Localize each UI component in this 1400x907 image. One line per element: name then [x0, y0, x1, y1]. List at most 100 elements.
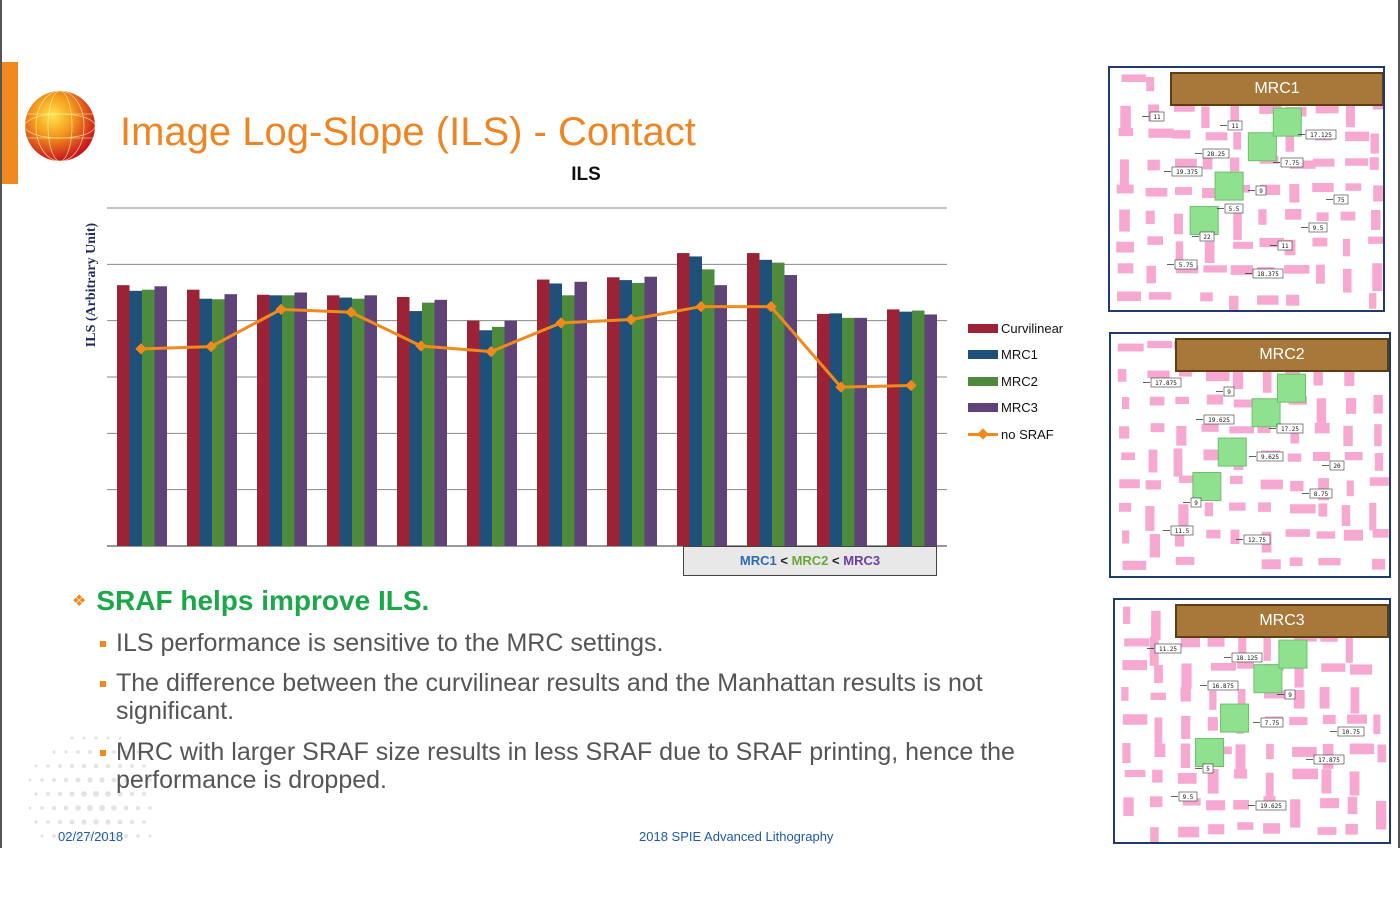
bar-curvilinear-5 — [397, 297, 410, 546]
deco-dot — [87, 805, 93, 811]
sraf-shape — [1121, 452, 1135, 461]
contact-1 — [1220, 703, 1250, 733]
dim-label: 9 — [1194, 500, 1198, 507]
sraf-shape — [1312, 182, 1334, 193]
deco-dot — [129, 791, 135, 797]
sub-bullet-2: The difference between the curvilinear r… — [100, 669, 1040, 725]
sraf-shape — [1373, 185, 1383, 202]
deco-dot — [40, 834, 44, 838]
bar-mrc1-6 — [479, 330, 492, 546]
line-no-sraf — [140, 305, 912, 389]
sraf-shape — [1177, 773, 1197, 784]
square-bullet-icon — [100, 641, 106, 647]
deco-dot — [93, 763, 99, 769]
sraf-shape — [1346, 398, 1357, 414]
bar-curvilinear-9 — [677, 253, 690, 547]
legend-item-no-sraf: no SRAF — [968, 421, 1063, 448]
deco-dot — [136, 750, 140, 754]
sraf-shape — [1180, 687, 1191, 702]
bar-mrc1-5 — [409, 311, 422, 546]
square-bullet-icon — [100, 750, 106, 756]
sraf-shape — [1206, 800, 1226, 811]
deco-dot — [87, 777, 93, 783]
sraf-shape — [1149, 534, 1161, 558]
sraf-shape — [1349, 743, 1375, 755]
sraf-shape — [1261, 559, 1281, 570]
dim-box — [1337, 726, 1365, 737]
bar-curvilinear-1 — [117, 285, 130, 546]
point-no-sraf-2 — [205, 340, 217, 353]
sraf-shape — [1285, 133, 1295, 152]
sraf-shape — [1321, 663, 1346, 672]
sraf-shape — [1149, 396, 1165, 406]
deco-dot — [117, 763, 123, 769]
point-no-sraf-1 — [135, 343, 147, 355]
contact-1 — [1217, 437, 1247, 467]
sraf-shape — [1148, 449, 1158, 473]
globe-logo-icon — [24, 90, 96, 162]
sraf-shape — [1122, 560, 1147, 570]
deco-dot — [117, 819, 123, 825]
sraf-shape — [1369, 293, 1377, 309]
mrc1-panel-label: MRC1 — [1170, 72, 1383, 106]
sraf-shape — [1174, 531, 1185, 547]
sraf-shape — [1284, 265, 1310, 274]
sraf-shape — [1258, 502, 1271, 512]
sraf-shape — [1285, 209, 1302, 220]
annotation-lt-2: < — [832, 553, 840, 568]
sraf-shape — [1237, 822, 1254, 830]
sraf-shape — [1347, 796, 1358, 815]
dim-box — [1207, 680, 1239, 691]
sraf-shape — [1233, 213, 1242, 240]
bar-mrc2-8 — [632, 282, 645, 546]
sraf-shape — [1230, 529, 1240, 545]
deco-dot — [34, 820, 38, 824]
sraf-shape — [1287, 453, 1302, 462]
legend-item-curvilinear: Curvilinear — [968, 315, 1063, 342]
deco-dot — [58, 764, 62, 768]
sraf-shape — [1182, 798, 1201, 806]
sraf-shape — [1294, 663, 1304, 688]
dim-box — [1227, 120, 1243, 131]
sraf-shape — [1318, 503, 1328, 517]
dim-box — [1202, 763, 1214, 774]
sraf-shape — [1119, 159, 1129, 189]
legend-item-mrc3: MRC3 — [968, 395, 1063, 422]
sraf-shape — [1180, 743, 1191, 769]
sraf-shape — [1266, 743, 1274, 760]
dim-box — [1171, 166, 1203, 177]
sraf-shape — [1350, 687, 1360, 714]
sraf-shape — [1200, 292, 1213, 302]
dim-box — [1329, 460, 1345, 471]
sraf-shape — [1313, 451, 1331, 462]
deco-dot — [52, 750, 56, 754]
sraf-shape — [1293, 689, 1305, 709]
sraf-shape — [1257, 423, 1271, 434]
sraf-shape — [1345, 635, 1353, 663]
sraf-shape — [1206, 529, 1221, 539]
bar-mrc3-3 — [294, 292, 307, 546]
sraf-shape — [1175, 556, 1195, 565]
legend-label-mrc3: MRC3 — [1001, 400, 1038, 416]
sraf-shape — [1320, 798, 1340, 809]
sraf-shape — [1238, 636, 1247, 662]
dim-label: 20 — [1333, 463, 1341, 470]
sraf-shape — [1122, 660, 1148, 671]
chart-title: ILS — [571, 164, 601, 185]
dim-box — [1255, 800, 1287, 811]
deco-dot — [46, 820, 50, 824]
dim-label: 11 — [1281, 243, 1289, 250]
main-bullet: ❖ SRAF helps improve ILS. — [72, 585, 429, 617]
sraf-shape — [1150, 423, 1165, 433]
main-bullet-text: SRAF helps improve ILS. — [96, 585, 430, 616]
sraf-shape — [1233, 800, 1249, 810]
sraf-shape — [1121, 74, 1147, 82]
mrc1-layout-image: 11 28.25 9 9.5 5.75 11 7.75 75 22 18.375 17.125 19.… — [1116, 74, 1383, 310]
sraf-shape — [1229, 475, 1243, 484]
sraf-shape — [1342, 238, 1351, 257]
deco-dot — [111, 777, 117, 783]
deco-dot — [93, 791, 99, 797]
deco-dot — [123, 833, 129, 839]
sraf-shape — [1124, 638, 1150, 647]
sraf-shape — [1260, 184, 1281, 196]
